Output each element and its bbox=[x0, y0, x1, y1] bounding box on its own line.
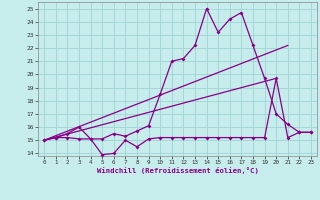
X-axis label: Windchill (Refroidissement éolien,°C): Windchill (Refroidissement éolien,°C) bbox=[97, 167, 259, 174]
